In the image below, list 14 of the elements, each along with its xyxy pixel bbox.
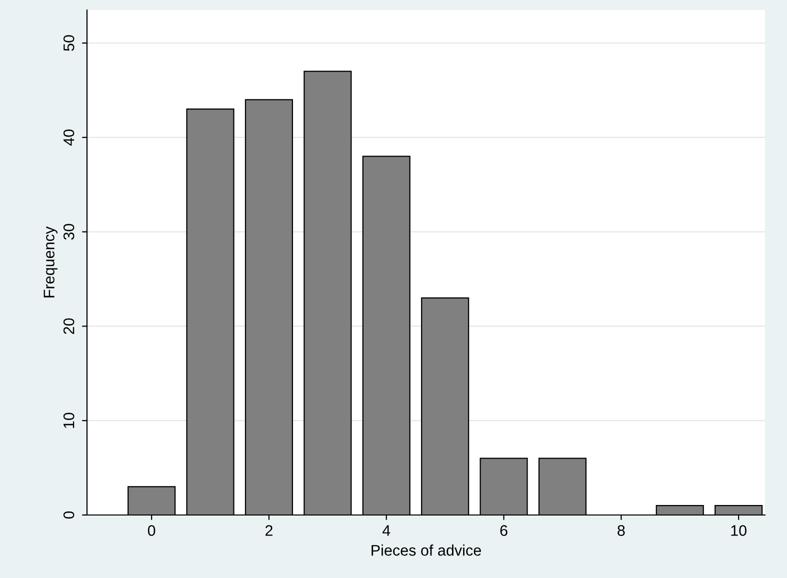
- y-tick-label: 40: [63, 130, 74, 146]
- y-axis-title: Frequency: [44, 226, 58, 298]
- y-tick-label: 50: [63, 35, 74, 51]
- x-tick-label: 0: [148, 525, 156, 536]
- x-tick-label: 2: [265, 525, 272, 536]
- x-axis-title: Pieces of advice: [372, 544, 481, 556]
- x-tick-label: 6: [500, 525, 508, 536]
- x-tick-label: 8: [618, 525, 625, 536]
- x-tick-label: 4: [382, 525, 390, 536]
- y-tick-label: 0: [63, 511, 74, 519]
- y-tick-label: 20: [63, 318, 74, 334]
- y-tick-label: 10: [63, 412, 74, 428]
- y-tick-label: 30: [63, 224, 74, 240]
- x-tick-label: 10: [731, 525, 746, 536]
